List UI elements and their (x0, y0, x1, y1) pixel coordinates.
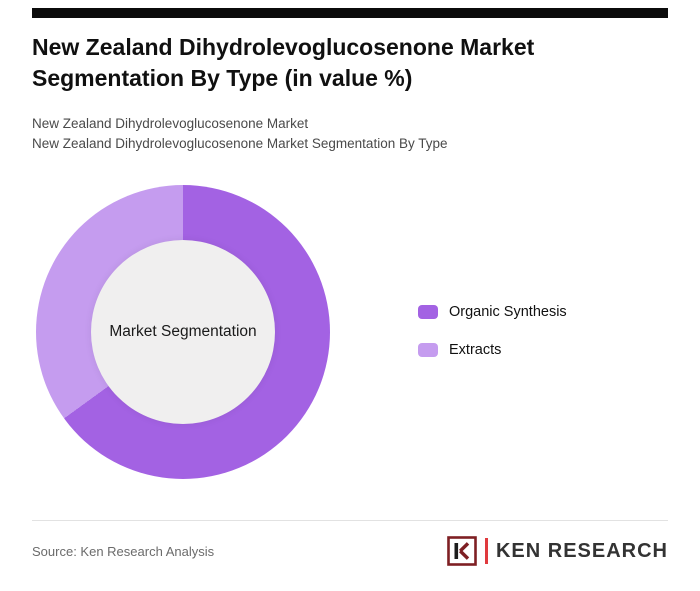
top-accent-bar (32, 8, 668, 18)
donut-center: Market Segmentation (91, 240, 275, 424)
donut-center-label: Market Segmentation (109, 323, 257, 340)
page-title: New Zealand Dihydrolevoglucosenone Marke… (32, 34, 535, 91)
ken-research-logo-mark (447, 536, 477, 566)
subtitle-segmentation: New Zealand Dihydrolevoglucosenone Marke… (32, 136, 448, 151)
logo-red-bar-icon (484, 538, 488, 564)
chart-legend: Organic Synthesis Extracts (418, 304, 567, 358)
subtitle-block: New Zealand Dihydrolevoglucosenone Marke… (32, 114, 448, 154)
ken-research-logo: KEN RESEARCH (447, 536, 668, 566)
legend-item-organic-synthesis: Organic Synthesis (418, 304, 567, 320)
footer-divider (32, 520, 668, 521)
legend-swatch-organic-synthesis (418, 305, 438, 319)
donut-chart: Market Segmentation (36, 185, 330, 479)
legend-item-extracts: Extracts (418, 342, 567, 358)
subtitle-market: New Zealand Dihydrolevoglucosenone Marke… (32, 116, 309, 131)
ken-research-wordmark: KEN RESEARCH (495, 539, 668, 562)
footer: Source: Ken Research Analysis KEN RESEAR… (32, 532, 668, 570)
legend-swatch-extracts (418, 343, 438, 357)
legend-label-organic-synthesis: Organic Synthesis (449, 304, 567, 320)
source-text: Source: Ken Research Analysis (32, 543, 215, 559)
legend-label-extracts: Extracts (449, 342, 502, 358)
